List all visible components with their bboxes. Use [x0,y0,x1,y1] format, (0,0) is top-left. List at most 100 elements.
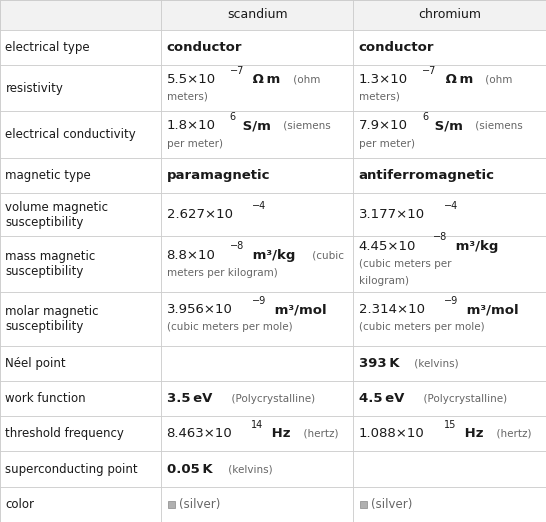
Bar [353,158,546,193]
Text: (ohm: (ohm [290,74,321,85]
Text: m³/kg: m³/kg [451,240,498,253]
Text: antiferromagnetic: antiferromagnetic [359,169,495,182]
Bar [353,381,546,416]
Text: (kelvins): (kelvins) [411,358,459,369]
Text: 6: 6 [230,112,236,122]
Text: −9: −9 [444,296,458,306]
Text: −4: −4 [444,201,458,211]
Text: meters): meters) [167,92,207,102]
Text: (ohm: (ohm [482,74,513,85]
Bar [0,452,161,487]
Text: 8.463×10: 8.463×10 [167,428,232,441]
Bar [353,292,546,346]
Text: kilogram): kilogram) [359,276,409,287]
Text: (cubic meters per mole): (cubic meters per mole) [167,323,292,333]
Text: −4: −4 [252,201,266,211]
Text: electrical conductivity: electrical conductivity [5,128,136,141]
Text: 15: 15 [443,420,456,430]
Text: Hz: Hz [267,428,290,441]
Bar [161,65,353,112]
Text: meters): meters) [359,92,400,102]
Text: color: color [5,498,34,511]
Text: (silver): (silver) [179,498,220,511]
Bar [353,0,546,30]
Text: mass magnetic
susceptibility: mass magnetic susceptibility [5,250,96,278]
Bar [353,65,546,112]
Bar [161,416,353,452]
Text: (kelvins): (kelvins) [225,464,273,474]
Bar [161,30,353,65]
Bar [161,0,353,30]
Text: −7: −7 [230,66,244,76]
Text: m³/kg: m³/kg [248,248,295,262]
Bar [0,381,161,416]
Text: (hertz): (hertz) [298,429,339,439]
Text: (Polycrystalline): (Polycrystalline) [417,394,507,404]
Bar [353,193,546,236]
Text: (siemens: (siemens [472,121,523,131]
Text: 3.956×10: 3.956×10 [167,303,233,316]
Bar [0,65,161,112]
Text: Ω m: Ω m [441,73,473,86]
Text: Ω m: Ω m [248,73,281,86]
Text: molar magnetic
susceptibility: molar magnetic susceptibility [5,305,99,333]
Text: Néel point: Néel point [5,357,66,370]
Text: (cubic meters per: (cubic meters per [359,259,451,269]
Bar [161,381,353,416]
Text: 6: 6 [422,112,428,122]
Bar [0,112,161,158]
Bar [161,193,353,236]
Text: 1.3×10: 1.3×10 [359,73,408,86]
Text: (silver): (silver) [371,498,412,511]
Text: 4.45×10: 4.45×10 [359,240,416,253]
Text: 2.314×10: 2.314×10 [359,303,425,316]
Text: threshold frequency: threshold frequency [5,428,124,441]
Text: scandium: scandium [227,8,288,21]
Bar [353,30,546,65]
Bar [0,416,161,452]
Text: S/m: S/m [430,120,462,133]
Text: −8: −8 [230,241,244,251]
Text: m³/mol: m³/mol [270,303,327,316]
Bar [353,452,546,487]
Bar [0,0,161,30]
Text: −7: −7 [422,66,436,76]
Text: conductor: conductor [359,41,434,54]
Text: work function: work function [5,392,86,405]
Text: conductor: conductor [167,41,242,54]
Text: 1.8×10: 1.8×10 [167,120,216,133]
Bar [0,158,161,193]
Bar [0,487,161,522]
Bar [0,292,161,346]
Bar [161,158,353,193]
Text: 5.5×10: 5.5×10 [167,73,216,86]
Text: resistivity: resistivity [5,81,63,94]
Text: meters per kilogram): meters per kilogram) [167,268,277,278]
Bar [353,346,546,381]
Bar [161,292,353,346]
Text: (Polycrystalline): (Polycrystalline) [225,394,315,404]
Text: (cubic: (cubic [309,250,344,260]
Text: paramagnetic: paramagnetic [167,169,270,182]
Text: 393 K: 393 K [359,357,399,370]
Text: −9: −9 [252,296,266,306]
Text: S/m: S/m [238,120,270,133]
Bar [161,236,353,292]
Text: electrical type: electrical type [5,41,90,54]
Text: 3.5 eV: 3.5 eV [167,392,212,405]
Bar [353,416,546,452]
Bar [353,112,546,158]
Bar [161,487,353,522]
Text: 3.177×10: 3.177×10 [359,208,425,221]
Text: (siemens: (siemens [280,121,331,131]
Text: per meter): per meter) [167,138,223,149]
Bar [0,346,161,381]
Bar [161,346,353,381]
Text: (hertz): (hertz) [490,429,531,439]
Text: per meter): per meter) [359,138,415,149]
Text: chromium: chromium [418,8,481,21]
Bar [161,452,353,487]
Text: 0.05 K: 0.05 K [167,462,212,476]
Text: superconducting point: superconducting point [5,462,138,476]
Text: 4.5 eV: 4.5 eV [359,392,404,405]
